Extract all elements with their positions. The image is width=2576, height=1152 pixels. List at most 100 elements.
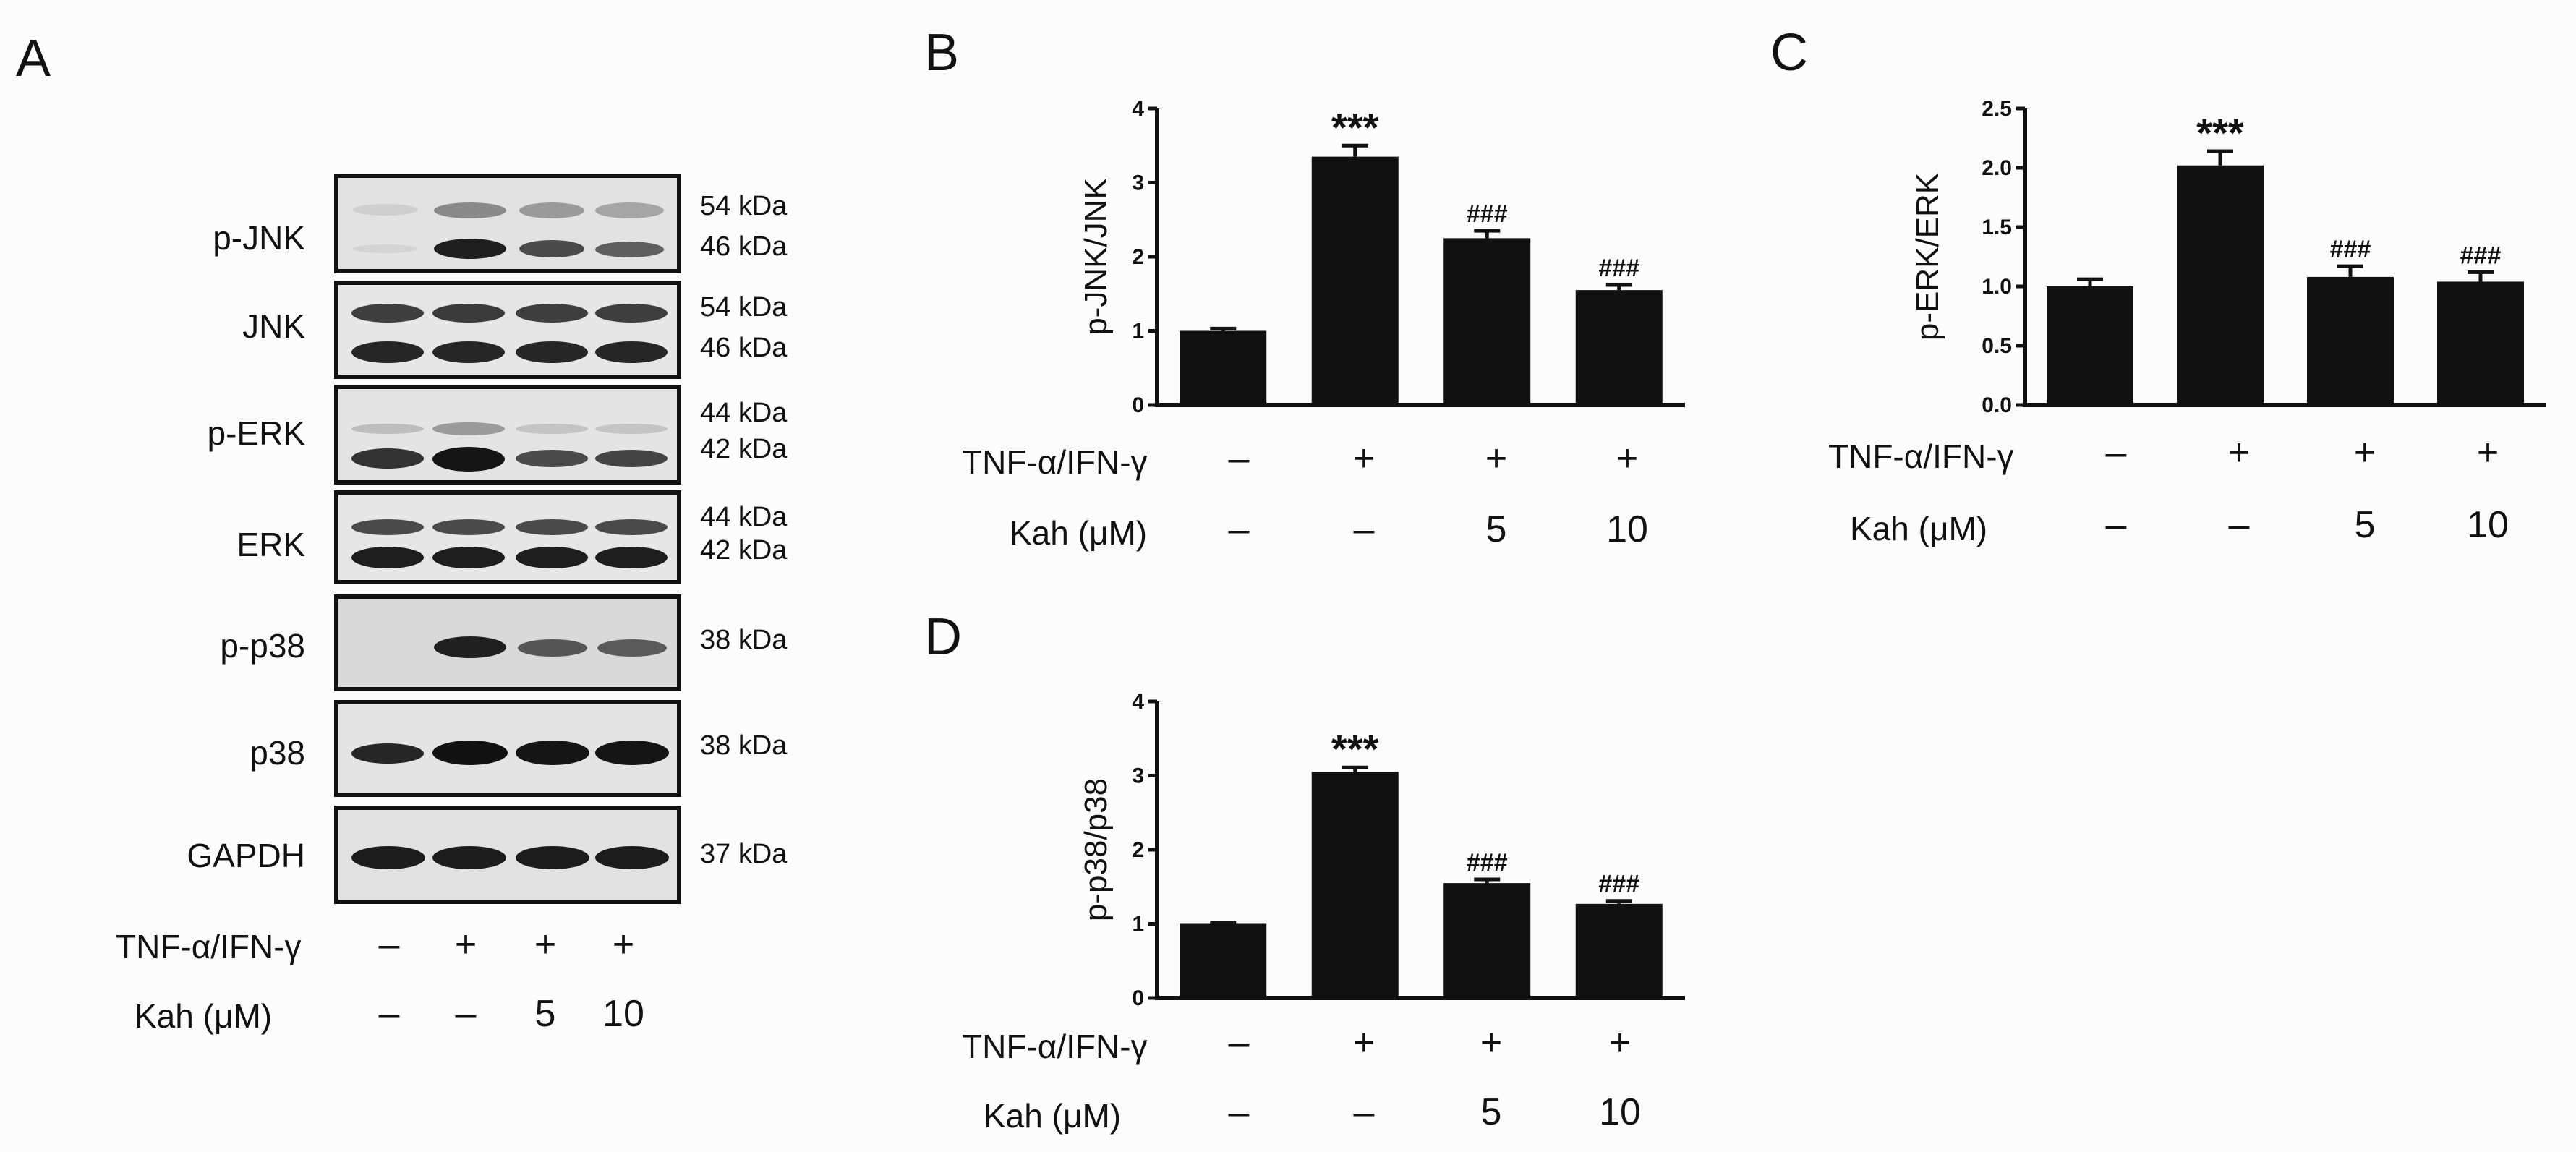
significance-label-b-2: *** [1331,104,1379,150]
treatment-c-kah-1: – [2105,504,2127,546]
treatment-b-tnf-2: + [1352,438,1376,479]
treatment-b-tnf-3: + [1485,438,1508,479]
treatment-label-tnf-a: TNF-α/IFN-γ [116,928,302,965]
y-tick-label-d: 4 [1132,690,1144,714]
treatment-a-tnf-1: – [378,923,400,965]
bar-c-3 [2307,276,2394,405]
bar-b-1 [1180,330,1267,405]
bar-d-1 [1180,923,1267,998]
treatment-d-tnf-3: + [1480,1022,1503,1064]
blot-gapdh [334,806,681,904]
y-tick-label-d: 1 [1132,913,1144,936]
y-axis-label-d: p-p38/p38 [1078,778,1114,921]
treatment-b-tnf-1: – [1228,438,1250,479]
significance-label-c-2: *** [2196,110,2244,155]
blot-label-p-erk: p-ERK [207,414,305,452]
kda-p-erk-lower: 42 kDa [700,434,788,464]
treatment-a-tnf-2: + [454,923,477,965]
kda-jnk-lower: 46 kDa [700,333,788,363]
significance-label-d-4: ### [1598,871,1639,898]
blot-p-erk [334,385,681,485]
treatment-a-tnf-4: + [612,923,635,965]
panel-letter-c: C [1770,24,1808,82]
treatment-a-kah-1: – [378,993,400,1035]
treatment-label-tnf-c: TNF-α/IFN-γ [1828,438,2014,475]
significance-label-d-3: ### [1467,849,1508,876]
y-tick-label-b: 4 [1132,97,1144,121]
treatment-d-kah-2: – [1353,1091,1375,1133]
significance-label-b-3: ### [1467,200,1508,228]
treatment-label-tnf-b: TNF-α/IFN-γ [962,443,1148,481]
kda-jnk-upper: 54 kDa [700,292,788,323]
y-tick-label-c: 2.5 [1982,97,2012,121]
kda-gapdh: 37 kDa [700,839,788,869]
y-tick-label-d: 2 [1132,838,1144,862]
kda-p-erk-upper: 44 kDa [700,398,788,428]
blot-p38 [334,700,681,797]
treatment-a-kah-4: 10 [602,993,644,1035]
treatment-d-tnf-1: – [1228,1022,1250,1064]
y-axis-label-c: p-ERK/ERK [1910,173,1945,341]
kda-erk-lower: 42 kDa [700,535,788,566]
blot-p-jnk [334,174,681,273]
bar-chart-p-jnk: 0 1 2 3 4 p-JNK/JNK *** ### ### [1078,97,1685,417]
treatment-b-kah-3: 5 [1485,508,1507,550]
significance-label-d-2: *** [1331,726,1379,772]
treatment-d-kah-4: 10 [1599,1091,1641,1133]
treatment-a-tnf-3: + [534,923,557,965]
treatment-d-tnf-4: + [1608,1022,1632,1064]
bar-d-4 [1575,903,1663,998]
bar-b-3 [1443,238,1531,405]
treatment-d-kah-3: 5 [1480,1091,1502,1133]
bar-chart-p-erk: 0.0 0.5 1.0 1.5 2.0 2.5 p-ERK/ERK *** ### ### [1910,97,2546,417]
treatment-c-kah-2: – [2228,504,2250,546]
blot-label-p38: p38 [250,734,305,772]
treatment-d-tnf-2: + [1352,1022,1376,1064]
blot-label-erk: ERK [236,526,305,563]
treatment-b-tnf-4: + [1616,438,1639,479]
treatment-label-kah-a: Kah (μM) [135,997,273,1035]
treatment-c-tnf-2: + [2227,432,2251,474]
treatment-d-kah-1: – [1228,1091,1250,1133]
panel-letter-b: B [924,24,960,82]
treatment-b-kah-1: – [1228,508,1250,550]
treatment-c-tnf-1: – [2105,432,2127,474]
blot-p-p38 [334,594,681,691]
kda-p-p38: 38 kDa [700,625,788,655]
treatment-b-kah-2: – [1353,508,1375,550]
bar-chart-p-p38: 0 1 2 3 4 p-p38/p38 *** ### ### [1078,690,1685,1010]
y-tick-label-b: 0 [1132,393,1144,417]
blot-label-p-jnk: p-JNK [213,219,305,257]
kda-p-jnk-upper: 54 kDa [700,191,788,221]
significance-label-b-4: ### [1598,255,1639,282]
blot-label-gapdh: GAPDH [187,837,305,874]
treatment-c-kah-4: 10 [2467,504,2509,546]
y-tick-label-c: 0.0 [1982,393,2012,417]
y-tick-label-d: 3 [1132,764,1144,788]
bar-b-4 [1575,290,1663,405]
treatment-b-kah-4: 10 [1606,508,1648,550]
y-tick-label-b: 2 [1132,245,1144,269]
treatment-c-kah-3: 5 [2354,504,2376,546]
panel-letter-a: A [16,30,51,88]
treatment-c-tnf-3: + [2353,432,2376,474]
significance-label-c-3: ### [2330,236,2371,263]
treatment-a-kah-3: 5 [534,993,556,1035]
bar-c-1 [2047,286,2133,405]
kda-p38: 38 kDa [700,730,788,761]
y-tick-label-b: 3 [1132,171,1144,195]
kda-p-jnk-lower: 46 kDa [700,231,788,262]
y-tick-label-c: 0.5 [1982,334,2012,358]
blot-label-p-p38: p-p38 [220,627,305,665]
treatment-a-kah-2: – [455,993,477,1035]
y-tick-label-d: 0 [1132,986,1144,1010]
kda-erk-upper: 44 kDa [700,502,788,532]
y-axis-label-b: p-JNK/JNK [1078,178,1114,336]
blot-label-jnk: JNK [242,307,305,345]
bar-b-2 [1311,156,1399,405]
treatment-label-kah-d: Kah (μM) [984,1097,1122,1135]
significance-label-c-4: ### [2460,242,2502,269]
bar-d-3 [1443,883,1531,998]
panel-letter-d: D [924,608,962,666]
bar-c-2 [2177,165,2264,405]
